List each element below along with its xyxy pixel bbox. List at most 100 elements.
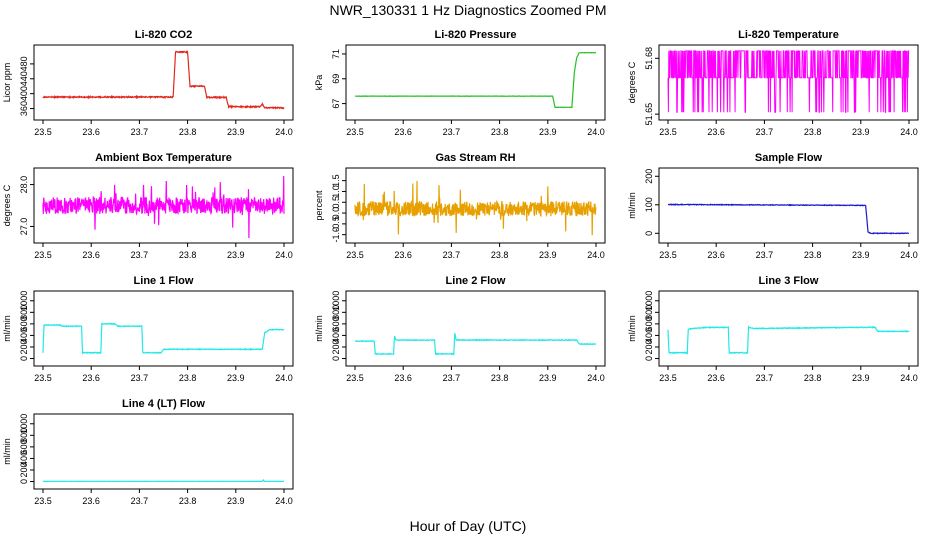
x-tick-label: 23.9 — [227, 373, 245, 383]
y-tick-label: 600 — [19, 316, 29, 331]
plot-frame — [33, 290, 294, 367]
y-axis-label: degrees C — [2, 184, 12, 226]
x-tick-label: 23.9 — [539, 127, 557, 137]
x-tick-label: 23.7 — [131, 127, 149, 137]
x-tick-label: 23.7 — [443, 373, 461, 383]
y-tick-label: 800 — [19, 305, 29, 320]
x-tick-label: 24.0 — [275, 373, 293, 383]
y-axis-label: percent — [314, 190, 324, 221]
y-tick-label: 200 — [19, 462, 29, 477]
chart-title: Gas Stream RH — [435, 152, 515, 164]
y-tick-label: 440 — [19, 71, 29, 86]
x-tick-label: 24.0 — [900, 127, 918, 137]
y-tick-label: 28.0 — [19, 176, 29, 194]
x-tick-label: 23.6 — [82, 496, 100, 506]
x-tick-label: 24.0 — [587, 127, 605, 137]
x-tick-label: 23.8 — [179, 127, 197, 137]
y-tick-label: 0 — [19, 356, 29, 361]
y-tick-label: 0 — [644, 356, 654, 361]
y-tick-label: 800 — [331, 305, 341, 320]
data-series — [667, 50, 910, 113]
x-tick-label: 24.0 — [275, 496, 293, 506]
x-tick-label: 23.5 — [346, 250, 364, 260]
plot-frame — [345, 167, 606, 244]
y-tick-label: 400 — [19, 328, 29, 343]
chart-title: Li-820 Pressure — [435, 29, 517, 41]
chart-panel: Li-820 Pressure 23.5 23.6 23.7 23.8 23.9 24.0 6… — [314, 29, 606, 137]
x-tick-label: 23.9 — [227, 250, 245, 260]
x-tick-label: 23.8 — [804, 127, 822, 137]
x-tick-label: 23.5 — [659, 250, 677, 260]
chart-title: Li-820 Temperature — [738, 29, 839, 41]
chart-title: Line 3 Flow — [759, 275, 819, 287]
chart-panel: Line 2 Flow 23.5 23.6 23.7 23.8 23.9 24.0 0 2004… — [314, 275, 606, 383]
x-tick-label: 23.7 — [756, 250, 774, 260]
chart-title: Line 4 (LT) Flow — [122, 398, 205, 410]
data-series — [354, 180, 597, 236]
x-tick-label: 24.0 — [587, 250, 605, 260]
x-tick-label: 23.6 — [707, 127, 725, 137]
y-tick-label: 0 — [19, 479, 29, 484]
plot-frame — [345, 44, 606, 121]
y-tick-label: 400 — [644, 328, 654, 343]
x-tick-label: 23.7 — [756, 127, 774, 137]
x-tick-label: 24.0 — [900, 250, 918, 260]
x-tick-label: 23.5 — [34, 127, 52, 137]
chart-title: Line 1 Flow — [134, 275, 194, 287]
data-series — [42, 321, 285, 355]
data-series — [354, 51, 597, 109]
x-tick-label: 23.9 — [852, 127, 870, 137]
x-tick-label: 23.5 — [659, 373, 677, 383]
data-series — [667, 203, 910, 235]
x-tick-label: 24.0 — [900, 373, 918, 383]
x-tick-label: 23.6 — [82, 127, 100, 137]
page-title: NWR_130331 1 Hz Diagnostics Zoomed PM — [329, 2, 607, 18]
y-tick-label: 27.0 — [19, 218, 29, 236]
chart-panel: Sample Flow 23.5 23.6 23.7 23.8 23.9 24.0 0 100 2… — [627, 152, 919, 260]
y-tick-label: 1000 — [19, 291, 29, 311]
x-tick-label: 23.9 — [539, 250, 557, 260]
x-tick-label: 23.8 — [491, 127, 509, 137]
plot-frame — [33, 413, 294, 490]
x-tick-label: 23.6 — [394, 373, 412, 383]
x-tick-label: 23.7 — [131, 250, 149, 260]
chart-title: Ambient Box Temperature — [95, 152, 232, 164]
y-tick-label: -1.0 — [331, 227, 341, 243]
chart-panel: Ambient Box Temperature 23.5 23.6 23.7 23.8 2… — [2, 152, 294, 260]
data-series — [42, 50, 285, 110]
chart-panel: Line 1 Flow 23.5 23.6 23.7 23.8 23.9 24.0 0 2004… — [2, 275, 294, 383]
x-tick-label: 23.7 — [756, 373, 774, 383]
y-tick-label: 400 — [19, 86, 29, 101]
y-tick-label: 400 — [331, 328, 341, 343]
x-tick-label: 23.5 — [34, 496, 52, 506]
y-tick-label: 200 — [644, 339, 654, 354]
x-tick-label: 23.9 — [852, 250, 870, 260]
x-tick-label: 23.5 — [659, 127, 677, 137]
x-tick-label: 24.0 — [275, 250, 293, 260]
y-tick-label: 1000 — [331, 291, 341, 311]
y-tick-label: 0.0 — [331, 207, 341, 220]
y-tick-label: 480 — [19, 56, 29, 71]
y-tick-label: 600 — [19, 439, 29, 454]
y-tick-label: 100 — [644, 197, 654, 212]
x-tick-label: 23.6 — [394, 127, 412, 137]
data-series — [355, 333, 597, 356]
plot-frame — [658, 167, 919, 244]
y-axis-label: ml/min — [2, 315, 12, 342]
chart-panel: Gas Stream RH 23.5 23.6 23.7 23.8 23.9 24.0 -1.… — [314, 152, 606, 260]
x-tick-label: 23.5 — [34, 373, 52, 383]
y-tick-label: 1.5 — [331, 174, 341, 187]
y-tick-label: 800 — [644, 305, 654, 320]
data-series — [42, 175, 285, 239]
chart-panel: Line 3 Flow 23.5 23.6 23.7 23.8 23.9 24.0 0 2004… — [627, 275, 919, 383]
chart-title: Sample Flow — [755, 152, 823, 164]
x-tick-label: 23.8 — [491, 250, 509, 260]
x-tick-label: 23.8 — [491, 373, 509, 383]
y-axis-label: ml/min — [627, 315, 637, 342]
x-tick-label: 24.0 — [587, 373, 605, 383]
y-tick-label: 67 — [331, 99, 341, 109]
x-tick-label: 23.8 — [179, 373, 197, 383]
x-tick-label: 23.5 — [34, 250, 52, 260]
x-tick-label: 23.5 — [346, 127, 364, 137]
